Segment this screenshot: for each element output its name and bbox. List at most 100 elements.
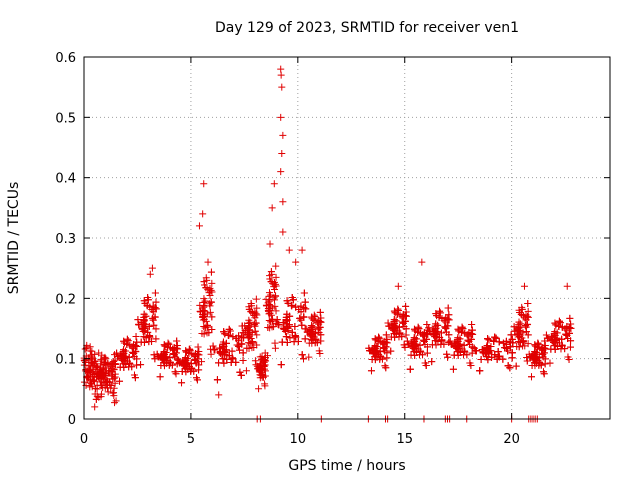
data-point — [420, 332, 428, 340]
data-point — [112, 397, 120, 405]
data-point — [557, 345, 565, 353]
data-point — [277, 361, 285, 369]
data-point — [410, 334, 418, 342]
data-point — [270, 294, 278, 302]
data-point — [522, 328, 530, 336]
data-point — [438, 314, 446, 322]
data-point — [284, 327, 292, 335]
data-point — [90, 378, 98, 386]
data-point — [467, 330, 475, 338]
data-point — [422, 362, 430, 370]
data-point — [196, 307, 204, 315]
data-point — [93, 381, 101, 389]
data-point — [410, 325, 418, 333]
data-point — [291, 322, 299, 330]
data-point — [271, 302, 279, 310]
y-tick-label: 0.5 — [55, 111, 76, 126]
data-point — [432, 341, 440, 349]
data-point — [228, 347, 236, 355]
data-point — [264, 323, 272, 331]
data-point — [143, 301, 151, 309]
data-point — [272, 273, 280, 281]
data-point — [208, 313, 216, 321]
data-point — [387, 333, 395, 341]
data-point — [220, 359, 228, 367]
data-point — [111, 361, 119, 369]
data-point — [172, 370, 180, 378]
data-point — [402, 325, 410, 333]
data-point — [506, 364, 514, 372]
data-point — [129, 348, 137, 356]
data-point — [394, 327, 402, 335]
data-point — [206, 308, 214, 316]
data-point — [91, 357, 99, 365]
data-point — [307, 336, 315, 344]
axis-ticks: 0 0.1 0.2 0.3 0.4 0.5 0.6 0 5 10 15 20 — [55, 51, 610, 447]
data-point — [152, 335, 160, 343]
data-point — [456, 348, 464, 356]
data-point — [566, 343, 574, 351]
data-point — [414, 328, 422, 336]
data-point — [558, 335, 566, 343]
data-point — [288, 328, 296, 336]
data-point — [96, 378, 104, 386]
data-point — [270, 180, 278, 188]
data-point — [499, 339, 507, 347]
data-point — [423, 343, 431, 351]
data-point — [367, 367, 375, 375]
data-point — [253, 331, 261, 339]
data-point — [410, 348, 418, 356]
data-point — [558, 323, 566, 331]
data-point — [375, 351, 383, 359]
data-point — [285, 246, 293, 254]
data-point — [110, 384, 118, 392]
data-point — [187, 360, 195, 368]
x-tick-label: 5 — [187, 432, 195, 447]
data-point — [239, 356, 247, 364]
data-point — [270, 283, 278, 291]
data-point — [131, 374, 139, 382]
data-point — [383, 349, 391, 357]
data-point — [185, 345, 193, 353]
data-point — [382, 343, 390, 351]
data-point — [448, 340, 456, 348]
data-point — [208, 279, 216, 287]
data-point — [100, 358, 108, 366]
data-point — [266, 240, 274, 248]
x-tick-label: 10 — [290, 432, 307, 447]
data-point — [245, 305, 253, 313]
data-point — [563, 282, 571, 290]
data-point — [250, 320, 258, 328]
data-point — [110, 374, 118, 382]
data-point — [219, 355, 227, 363]
data-point — [564, 335, 572, 343]
data-point — [225, 352, 233, 360]
data-point — [282, 333, 290, 341]
data-point — [243, 344, 251, 352]
data-point — [268, 204, 276, 212]
data-point — [487, 342, 495, 350]
data-point — [502, 337, 510, 345]
data-point — [245, 322, 253, 330]
data-point — [484, 356, 492, 364]
data-point — [539, 346, 547, 354]
data-point — [552, 321, 560, 329]
data-point — [265, 292, 273, 300]
data-point — [173, 337, 181, 345]
data-point — [135, 320, 143, 328]
data-point — [117, 351, 125, 359]
data-point — [519, 337, 527, 345]
data-point — [366, 347, 374, 355]
data-point — [401, 343, 409, 351]
data-point — [260, 362, 268, 370]
data-point — [140, 317, 148, 325]
data-point — [300, 355, 308, 363]
data-point — [468, 320, 476, 328]
data-point — [182, 362, 190, 370]
data-point — [195, 347, 203, 355]
y-tick-label: 0 — [68, 413, 76, 428]
data-point — [144, 296, 152, 304]
data-point — [279, 228, 287, 236]
data-point — [382, 364, 390, 372]
data-point — [376, 348, 384, 356]
